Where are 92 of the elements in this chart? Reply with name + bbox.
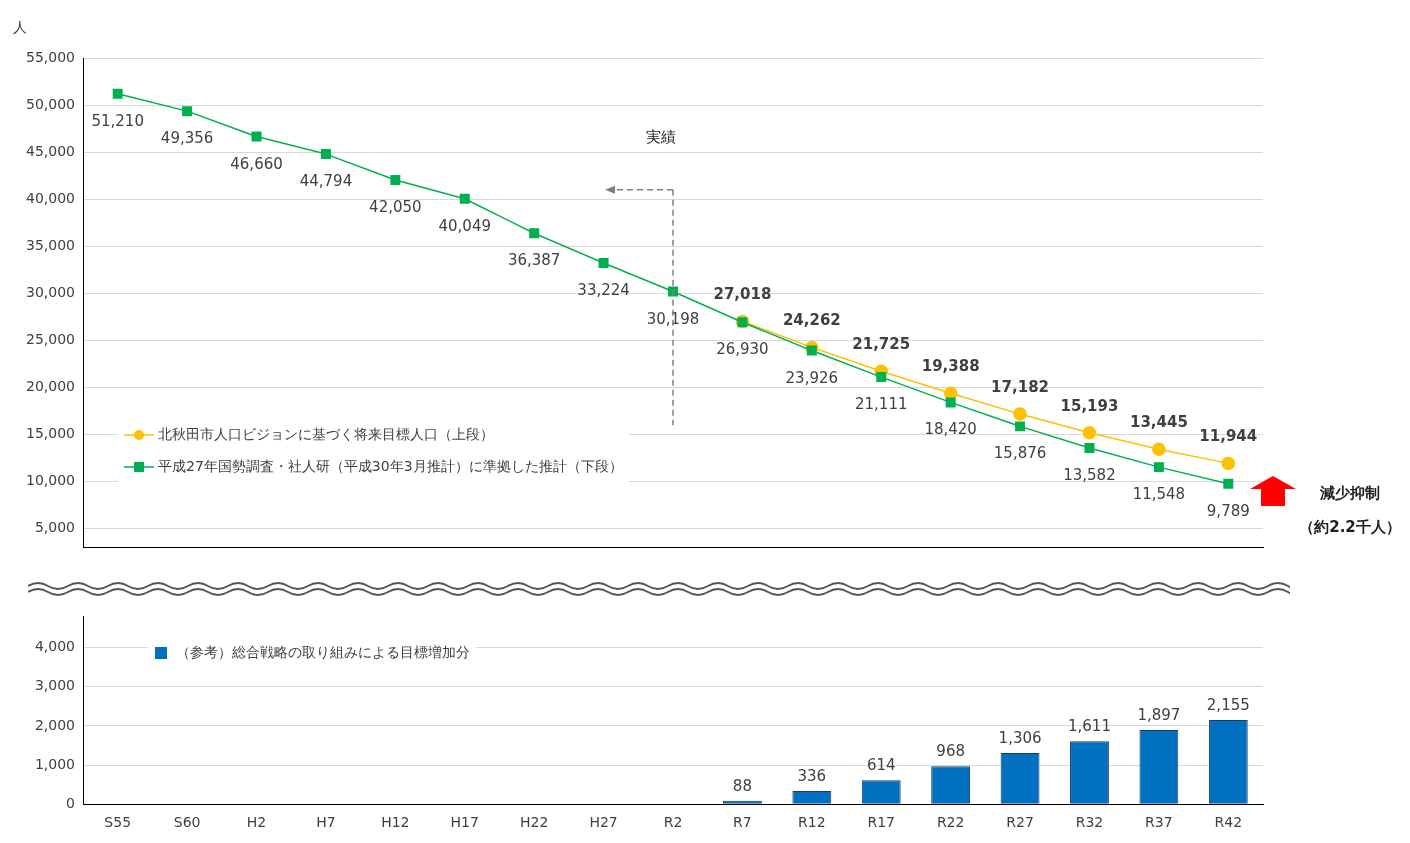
x-tick-label: R2: [663, 814, 683, 831]
x-tick-label: R12: [798, 814, 826, 831]
ref-line-label: 実績: [646, 127, 676, 146]
data-label: 2,155: [1206, 695, 1250, 714]
y-tick-label: 3,000: [34, 677, 75, 694]
point: [1221, 456, 1236, 471]
point: [320, 149, 331, 160]
y-tick-label: 10,000: [26, 472, 75, 489]
y-axis-title: 人: [13, 19, 27, 35]
text: （約2.2千人）: [1298, 517, 1402, 538]
data-label: 15,193: [1060, 396, 1119, 415]
data-label: 13,445: [1129, 413, 1188, 432]
data-label: 19,388: [921, 357, 980, 376]
data-label: 13,582: [1063, 465, 1116, 484]
data-label: 614: [866, 756, 896, 775]
point: [1223, 478, 1234, 489]
point: [459, 193, 470, 204]
point: [1153, 462, 1164, 473]
x-tick-label: S55: [104, 814, 132, 831]
point: [1015, 421, 1026, 432]
x-tick-label: R37: [1145, 814, 1173, 831]
data-label: 40,049: [438, 216, 492, 235]
point: [112, 88, 123, 99]
data-label: 23,926: [785, 368, 839, 387]
legend-label: （参考）総合戦略の取り組みによる目標増加分: [176, 644, 470, 662]
x-tick-label: H22: [520, 814, 549, 831]
y-tick-label: 0: [66, 794, 75, 811]
y-tick-label: 40,000: [26, 189, 75, 206]
point: [182, 106, 193, 117]
point: [806, 345, 817, 356]
point: [1152, 442, 1166, 457]
data-label: 88: [732, 776, 752, 795]
y-tick-label: 20,000: [26, 378, 75, 395]
x-tick-label: H12: [381, 814, 410, 831]
point: [1082, 426, 1097, 440]
data-label: 42,050: [369, 197, 422, 216]
data-label: 27,018: [713, 285, 772, 304]
y-tick-label: 55,000: [26, 48, 75, 65]
data-label: 1,611: [1067, 717, 1111, 736]
point: [390, 174, 401, 185]
data-label: 21,725: [852, 335, 911, 354]
legend-label: 北秋田市人口ビジョンに基づく将来目標人口（上段）: [158, 426, 494, 444]
x-tick-label: R17: [867, 814, 896, 831]
data-label: 30,198: [646, 309, 700, 328]
data-label: 9,789: [1206, 501, 1250, 520]
text: 減少抑制: [1319, 483, 1381, 504]
point: [251, 131, 262, 142]
data-label: 24,262: [782, 311, 841, 330]
legend-label: 平成27年国勢調査・社人研（平成30年3月推計）に準拠した推計（下段）: [158, 458, 623, 476]
data-label: 36,387: [507, 251, 561, 270]
data-label: 51,210: [91, 111, 144, 130]
point: [876, 372, 887, 383]
y-tick-label: 45,000: [26, 142, 75, 159]
y-tick-label: 4,000: [34, 638, 75, 655]
data-label: 11,548: [1132, 485, 1186, 504]
point: [1013, 407, 1027, 421]
x-tick-label: H7: [316, 814, 336, 831]
data-label: 44,794: [299, 172, 353, 191]
x-tick-label: H17: [450, 814, 479, 831]
y-tick-label: 1,000: [34, 755, 75, 772]
point: [529, 228, 540, 239]
point: [598, 258, 609, 269]
data-label: 46,660: [230, 154, 283, 173]
x-tick-label: R27: [1006, 814, 1034, 831]
data-label: 1,306: [998, 729, 1042, 748]
y-tick-label: 35,000: [26, 236, 75, 253]
y-tick-label: 5,000: [34, 519, 75, 536]
x-tick-label: R42: [1214, 814, 1243, 831]
y-tick-label: 2,000: [34, 716, 75, 733]
data-label: 1,897: [1137, 705, 1181, 724]
data-label: 336: [797, 767, 827, 786]
y-tick-label: 50,000: [26, 95, 75, 112]
point: [1084, 442, 1095, 453]
point: [945, 397, 956, 408]
data-label: 968: [936, 742, 965, 761]
x-tick-label: H27: [589, 814, 618, 831]
data-label: 17,182: [991, 378, 1049, 397]
x-tick-label: H2: [246, 814, 267, 831]
x-tick-label: R22: [936, 814, 965, 831]
data-label: 11,944: [1199, 427, 1258, 446]
y-tick-label: 15,000: [26, 425, 75, 442]
data-label: 49,356: [160, 129, 214, 148]
data-label: 33,224: [577, 281, 630, 300]
x-tick-label: S60: [173, 814, 201, 831]
x-tick-label: R32: [1075, 814, 1104, 831]
y-tick-label: 25,000: [26, 331, 75, 348]
x-tick-label: R7: [733, 814, 752, 831]
data-label: 15,876: [993, 444, 1047, 463]
data-label: 21,111: [854, 395, 908, 414]
data-label: 18,420: [924, 420, 977, 439]
data-label: 26,930: [716, 340, 769, 359]
y-tick-label: 30,000: [26, 284, 75, 301]
